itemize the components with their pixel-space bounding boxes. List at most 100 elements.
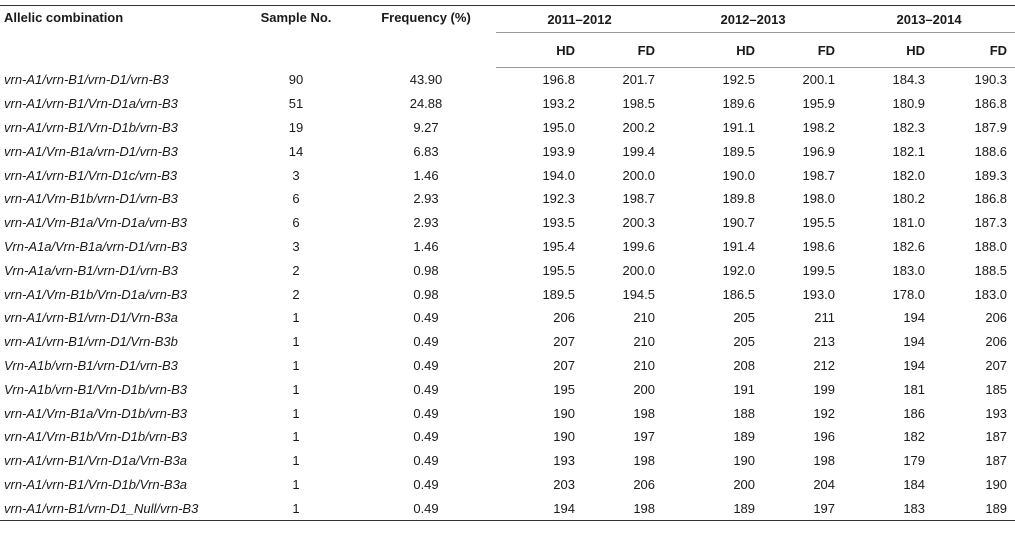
cell-sample-no: 1	[292, 310, 300, 326]
cell-allelic-combination: vrn-A1/vrn-B1/Vrn-D1b/Vrn-B3a	[4, 476, 188, 492]
col-header-fd-1: FD	[583, 32, 664, 68]
cell-allelic-combination: vrn-A1/vrn-B1/Vrn-D1c/vrn-B3	[4, 167, 178, 183]
col-header-hd-3: HD	[843, 32, 934, 68]
cell-hd-2012: 189.6	[722, 96, 756, 112]
cell-fd-2011: 198.7	[622, 191, 656, 207]
table-row: vrn-A1/vrn-B1/Vrn-D1b/vrn-B3 19 9.27 195.0 2…	[0, 116, 1015, 140]
cell-allelic-combination: vrn-A1/Vrn-B1a/Vrn-D1b/vrn-B3	[4, 405, 188, 421]
cell-hd-2012: 189	[733, 429, 756, 445]
cell-sample-no: 3	[292, 167, 300, 183]
cell-allelic-combination: vrn-A1/vrn-B1/vrn-D1/Vrn-B3b	[4, 334, 178, 350]
cell-fd-2012: 198.2	[802, 119, 836, 135]
cell-hd-2012: 191.1	[722, 119, 756, 135]
header-row-main: Allelic combination Sample No. Frequency…	[0, 5, 1015, 68]
cell-fd-2011: 198	[633, 453, 656, 469]
cell-fd-2013: 207	[985, 357, 1008, 373]
cell-hd-2013: 179	[903, 453, 926, 469]
cell-fd-2012: 196.9	[802, 143, 836, 159]
cell-hd-2011: 189.5	[542, 286, 575, 302]
cell-frequency: 0.49	[413, 310, 439, 326]
cell-fd-2011: 210	[633, 334, 656, 350]
cell-fd-2012: 196	[813, 429, 836, 445]
cell-fd-2013: 187	[985, 453, 1008, 469]
cell-fd-2011: 210	[633, 357, 656, 373]
cell-allelic-combination: vrn-A1/vrn-B1/Vrn-D1a/Vrn-B3a	[4, 453, 188, 469]
cell-fd-2013: 187.3	[974, 215, 1008, 231]
cell-sample-no: 1	[236, 496, 356, 522]
cell-frequency: 1.46	[413, 238, 439, 254]
cell-fd-2013: 189.3	[974, 167, 1008, 183]
cell-fd-2012: 198.0	[802, 191, 836, 207]
cell-fd-2012: 198.7	[802, 167, 836, 183]
cell-allelic-combination: vrn-A1/Vrn-B1b/vrn-D1/vrn-B3	[4, 191, 178, 207]
cell-hd-2013: 180.9	[892, 96, 926, 112]
cell-hd-2012: 200	[733, 476, 756, 492]
cell-allelic-combination: vrn-A1/Vrn-B1b/Vrn-D1a/vrn-B3	[4, 286, 188, 302]
cell-hd-2013: 183	[843, 496, 934, 522]
cell-hd-2012: 190.7	[722, 215, 756, 231]
cell-fd-2011: 200	[633, 381, 656, 397]
cell-hd-2013: 182	[903, 429, 926, 445]
cell-hd-2013: 182.0	[892, 167, 926, 183]
cell-fd-2013: 186.8	[974, 96, 1008, 112]
cell-frequency: 0.49	[413, 476, 439, 492]
table-row: vrn-A1/Vrn-B1a/Vrn-D1a/vrn-B3 6 2.93 193.5 2…	[0, 211, 1015, 235]
cell-fd-2012: 197	[763, 496, 844, 522]
cell-hd-2013: 194	[903, 334, 926, 350]
cell-hd-2011: 190	[553, 429, 575, 445]
cell-hd-2013: 180.2	[892, 191, 926, 207]
cell-fd-2011: 200.0	[622, 167, 656, 183]
table-row: vrn-A1/Vrn-B1a/vrn-D1/vrn-B3 14 6.83 193.9 1…	[0, 139, 1015, 163]
cell-sample-no: 1	[292, 381, 300, 397]
cell-hd-2011: 195.4	[542, 238, 575, 254]
cell-allelic-combination: vrn-A1/Vrn-B1b/Vrn-D1b/vrn-B3	[4, 429, 188, 445]
cell-fd-2013: 187	[985, 429, 1008, 445]
cell-hd-2012: 189.5	[722, 143, 756, 159]
cell-allelic-combination: Vrn-A1a/vrn-B1/vrn-D1/vrn-B3	[4, 262, 178, 278]
cell-sample-no: 3	[292, 238, 300, 254]
cell-hd-2013: 182.1	[892, 143, 926, 159]
cell-sample-no: 1	[292, 405, 300, 421]
cell-hd-2013: 181	[903, 381, 926, 397]
cell-fd-2012: 198	[813, 453, 836, 469]
cell-sample-no: 1	[292, 429, 300, 445]
cell-frequency: 0.49	[413, 453, 439, 469]
cell-sample-no: 19	[288, 119, 304, 135]
cell-hd-2013: 183.0	[892, 262, 926, 278]
cell-hd-2011: 193.9	[542, 143, 575, 159]
cell-fd-2012: 195.5	[802, 215, 836, 231]
cell-hd-2012: 189	[663, 496, 764, 522]
cell-fd-2013: 189	[933, 496, 1015, 522]
cell-fd-2011: 200.3	[622, 215, 656, 231]
header-row-sub: HD FD HD FD HD FD	[0, 32, 1015, 68]
cell-hd-2013: 184	[903, 476, 926, 492]
cell-sample-no: 6	[292, 215, 300, 231]
cell-hd-2011: 203	[553, 476, 575, 492]
cell-sample-no: 2	[292, 262, 300, 278]
table-row: vrn-A1/vrn-B1/vrn-D1_Null/vrn-B3 1 0.49 194…	[0, 496, 1015, 522]
cell-hd-2012: 192.0	[722, 262, 756, 278]
cell-hd-2011: 193.2	[542, 96, 575, 112]
cell-frequency: 24.88	[409, 96, 443, 112]
cell-hd-2012: 189.8	[722, 191, 756, 207]
cell-allelic-combination: Vrn-A1b/vrn-B1/Vrn-D1b/vrn-B3	[4, 381, 188, 397]
cell-fd-2011: 199.6	[622, 238, 656, 254]
cell-hd-2012: 188	[733, 405, 756, 421]
cell-allelic-combination: Vrn-A1a/Vrn-B1a/vrn-D1/vrn-B3	[4, 238, 188, 254]
cell-allelic-combination: vrn-A1/vrn-B1/vrn-D1/vrn-B3	[4, 72, 169, 88]
cell-hd-2013: 182.6	[892, 238, 926, 254]
col-header-sample-no: Sample No.	[236, 5, 356, 68]
cell-fd-2011: 194.5	[622, 286, 656, 302]
cell-hd-2012: 191.4	[722, 238, 756, 254]
cell-fd-2013: 186.8	[974, 191, 1008, 207]
cell-frequency: 2.93	[413, 215, 439, 231]
col-header-season-1: 2011–2012	[496, 5, 664, 33]
table-row: Vrn-A1a/vrn-B1/vrn-D1/vrn-B3 2 0.98 195.5 20…	[0, 258, 1015, 282]
col-header-hd-2: HD	[663, 32, 764, 68]
cell-sample-no: 51	[288, 96, 304, 112]
cell-allelic-combination: vrn-A1/Vrn-B1a/Vrn-D1a/vrn-B3	[4, 215, 188, 231]
cell-hd-2011: 207	[553, 357, 575, 373]
cell-hd-2012: 186.5	[722, 286, 756, 302]
table-row: vrn-A1/vrn-B1/Vrn-D1b/Vrn-B3a 1 0.49 203 206…	[0, 473, 1015, 497]
